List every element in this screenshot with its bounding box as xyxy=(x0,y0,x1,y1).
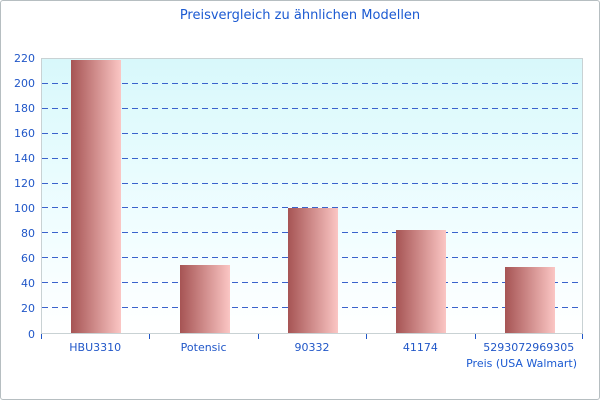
bar-Potensic xyxy=(179,264,230,333)
x-tick-label-Potensic: Potensic xyxy=(180,341,227,354)
x-tick-mark-4 xyxy=(474,334,476,339)
bar-90332 xyxy=(288,208,338,333)
y-tick-label-20: 20 xyxy=(21,302,35,316)
bar-41174 xyxy=(396,229,447,333)
gridline-200 xyxy=(42,82,582,84)
gridline-160 xyxy=(42,132,582,134)
x-axis-title: Preis (USA Walmart) xyxy=(466,357,577,370)
y-tick-label-40: 40 xyxy=(21,277,35,291)
gridline-120 xyxy=(42,182,582,184)
x-tick-label-5293072969305: 5293072969305 xyxy=(483,341,575,354)
gridline-140 xyxy=(42,157,582,159)
x-tick-mark-3 xyxy=(366,334,368,339)
y-tick-label-120: 120 xyxy=(14,176,35,190)
y-tick-label-100: 100 xyxy=(14,202,35,216)
y-tick-label-160: 160 xyxy=(14,126,35,140)
y-tick-label-180: 180 xyxy=(14,101,35,115)
x-tick-mark-2 xyxy=(257,334,259,339)
gridline-100 xyxy=(42,207,582,209)
y-tick-label-220: 220 xyxy=(14,51,35,65)
x-tick-mark-0 xyxy=(41,334,42,339)
y-tick-label-60: 60 xyxy=(21,252,35,266)
plot-area xyxy=(41,58,583,334)
x-tick-mark-5 xyxy=(582,334,583,339)
x-tick-label-41174: 41174 xyxy=(402,341,438,354)
y-tick-label-200: 200 xyxy=(14,76,35,90)
y-tick-label-80: 80 xyxy=(21,227,35,241)
y-tick-label-140: 140 xyxy=(14,151,35,165)
x-tick-label-HBU3310: HBU3310 xyxy=(69,341,122,354)
y-tick-label-0: 0 xyxy=(28,327,35,341)
x-tick-label-90332: 90332 xyxy=(294,341,330,354)
chart-title: Preisvergleich zu ähnlichen Modellen xyxy=(179,8,421,23)
bar-HBU3310 xyxy=(71,60,122,333)
gridline-180 xyxy=(42,107,582,109)
x-tick-mark-1 xyxy=(149,334,151,339)
bar-5293072969305 xyxy=(504,267,555,333)
